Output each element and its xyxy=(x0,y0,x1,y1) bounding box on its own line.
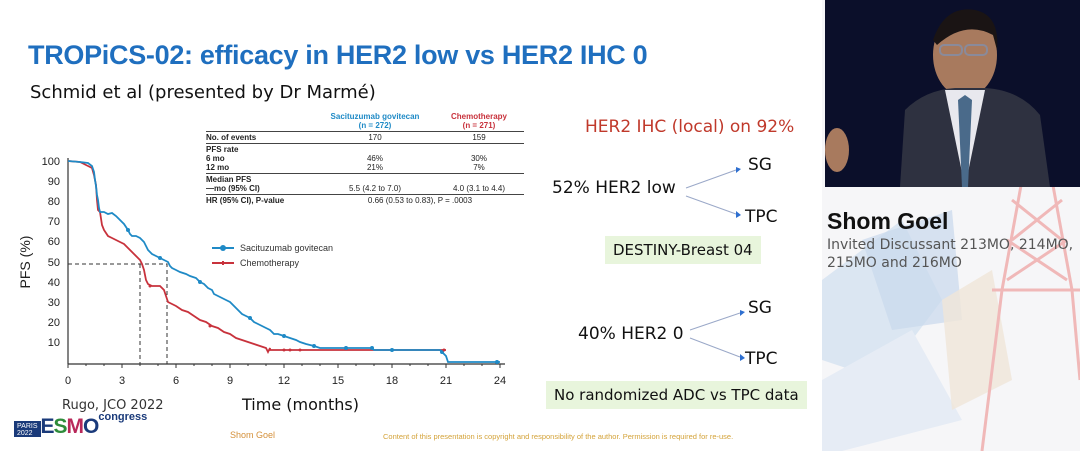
results-table: Sacituzumab govitecan (n = 272) Chemother… xyxy=(206,112,524,205)
speaker-name: Shom Goel xyxy=(827,208,949,234)
speaker-video xyxy=(825,0,1080,187)
legend-item-sg: Sacituzumab govitecan xyxy=(212,240,333,255)
logo-paris-badge: PARIS 2022 xyxy=(14,421,41,437)
paris-background-illustration xyxy=(822,180,1080,451)
speaker-panel: Shom Goel Invited Discussant 213MO, 214M… xyxy=(822,0,1080,451)
median-lines xyxy=(68,263,168,364)
sg-header: Sacituzumab govitecan xyxy=(330,112,420,121)
speaker-role: Invited Discussant 213MO, 214MO, 215MO a… xyxy=(827,237,1074,271)
svg-text:70: 70 xyxy=(48,216,60,228)
y-axis-label: PFS (%) xyxy=(17,236,33,289)
no-randomized-data-box: No randomized ADC vs TPC data xyxy=(546,381,807,409)
svg-text:15: 15 xyxy=(332,375,344,387)
y-axis xyxy=(67,158,505,365)
chemo-censor-marks xyxy=(148,284,446,352)
svg-text:90: 90 xyxy=(48,176,60,188)
svg-text:9: 9 xyxy=(227,375,233,387)
her2-zero-arrows-icon xyxy=(689,310,745,361)
footer-presenter: Shom Goel xyxy=(230,430,276,440)
y-tick-labels: 100 90 80 70 60 50 40 30 20 10 xyxy=(42,156,60,349)
presentation-slide: TROPiCS-02: efficacy in HER2 low vs HER2… xyxy=(14,40,807,441)
svg-text:24: 24 xyxy=(494,375,506,387)
esmo-logo: PARIS 2022 ESMO congress xyxy=(14,411,147,438)
sg-line-marker-icon xyxy=(212,244,234,251)
chart-legend: Sacituzumab govitecan Chemotherapy xyxy=(212,240,333,270)
speaker-video-frame xyxy=(825,0,1080,187)
table-row-12mo: 12 mo 21% 7% xyxy=(206,163,485,172)
her2-zero-sg: SG xyxy=(748,298,772,318)
chemo-curve xyxy=(67,160,446,355)
footer-copyright: Content of this presentation is copyrigh… xyxy=(383,432,734,441)
logo-esmo-text: ESMO xyxy=(40,415,100,438)
her2-low-sg: SG xyxy=(748,155,772,175)
legend-item-chemo: Chemotherapy xyxy=(212,255,333,270)
ihc-note: HER2 IHC (local) on 92% xyxy=(585,117,795,137)
sg-censor-marks xyxy=(126,228,499,364)
svg-text:10: 10 xyxy=(48,337,60,349)
x-tick-labels: 0 3 6 9 12 15 18 21 24 xyxy=(65,375,506,387)
table-row-6mo: 6 mo 46% 30% xyxy=(206,154,487,163)
logo-congress-text: congress xyxy=(98,411,148,423)
svg-text:0: 0 xyxy=(65,375,71,387)
svg-text:60: 60 xyxy=(48,236,60,248)
table-row-median-label: Median PFS xyxy=(206,175,252,184)
destiny-breast04-box: DESTINY-Breast 04 xyxy=(605,236,761,264)
svg-text:21: 21 xyxy=(440,375,452,387)
chemo-n: (n = 271) xyxy=(462,121,496,130)
sg-n: (n = 272) xyxy=(358,121,392,130)
her2-low-tpc: TPC xyxy=(745,207,778,227)
sg-curve xyxy=(67,160,500,363)
her2-zero-tpc: TPC xyxy=(745,349,778,369)
slide-title: TROPiCS-02: efficacy in HER2 low vs HER2… xyxy=(28,40,648,70)
svg-text:40: 40 xyxy=(48,277,60,289)
table-header: Sacituzumab govitecan (n = 272) Chemother… xyxy=(206,112,524,130)
x-axis-label: Time (months) xyxy=(242,395,359,414)
her2-low-arrows-icon xyxy=(685,167,741,218)
chemo-header: Chemotherapy xyxy=(450,112,507,121)
svg-text:20: 20 xyxy=(48,317,60,329)
svg-text:80: 80 xyxy=(48,196,60,208)
chemo-line-marker-icon xyxy=(212,260,234,265)
km-curve-chart: 100 90 80 70 60 50 40 30 20 10 0 3 6 9 1… xyxy=(17,156,506,387)
svg-text:50: 50 xyxy=(48,257,60,269)
svg-text:18: 18 xyxy=(386,375,398,387)
svg-text:6: 6 xyxy=(173,375,179,387)
svg-text:3: 3 xyxy=(119,375,125,387)
table-row-median: —mo (95% CI) 5.5 (4.2 to 7.0) 4.0 (3.1 t… xyxy=(206,184,506,193)
slide-subtitle: Schmid et al (presented by Dr Marmé) xyxy=(30,82,376,103)
svg-text:100: 100 xyxy=(42,156,60,168)
table-row-hr: HR (95% CI), P-value 0.66 (0.53 to 0.83)… xyxy=(206,196,473,205)
her2-low-label: 52% HER2 low xyxy=(552,178,676,198)
svg-text:12: 12 xyxy=(278,375,290,387)
reference-citation: Rugo, JCO 2022 xyxy=(62,398,164,413)
table-row-events: No. of events 170 159 xyxy=(206,133,486,142)
her2-zero-label: 40% HER2 0 xyxy=(578,324,684,344)
table-row-pfs-rate: PFS rate xyxy=(206,145,239,154)
svg-text:30: 30 xyxy=(48,297,60,309)
